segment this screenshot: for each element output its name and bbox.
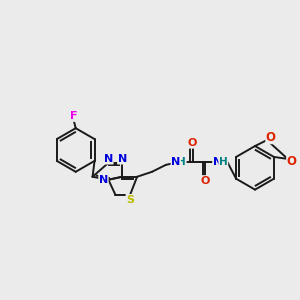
Text: N: N xyxy=(99,175,108,185)
Text: N: N xyxy=(213,157,222,167)
Text: N: N xyxy=(171,157,180,167)
Text: S: S xyxy=(126,194,134,205)
Text: F: F xyxy=(70,111,77,121)
Text: O: O xyxy=(287,155,297,168)
Text: O: O xyxy=(266,130,276,144)
Text: H: H xyxy=(177,157,186,167)
Text: N: N xyxy=(104,154,113,164)
Text: O: O xyxy=(201,176,210,186)
Text: H: H xyxy=(219,157,228,167)
Text: N: N xyxy=(118,154,127,164)
Text: O: O xyxy=(188,138,197,148)
